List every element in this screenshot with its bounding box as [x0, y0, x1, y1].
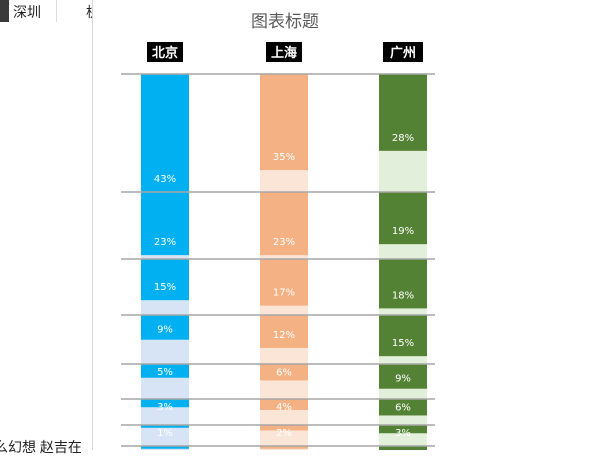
data-label: 19% — [392, 226, 414, 237]
data-label: 35% — [273, 152, 295, 163]
row-header-marker[interactable] — [0, 0, 9, 22]
bar-segment — [141, 192, 189, 256]
data-label: 43% — [154, 174, 176, 185]
data-label: 12% — [273, 330, 295, 341]
data-label: 6% — [276, 368, 292, 379]
bar-segment — [141, 259, 189, 301]
bar-segment — [260, 192, 308, 256]
data-label: 18% — [392, 290, 414, 301]
bar-segment — [260, 446, 308, 449]
data-label: 9% — [395, 373, 411, 384]
cell-bottom-text[interactable]: 么幻想 赵吉在 — [0, 439, 82, 455]
bar-segment — [260, 259, 308, 306]
bar-segment — [260, 315, 308, 348]
empty-sheet-area — [477, 0, 611, 450]
spreadsheet-strip: 深圳 杭 么幻想 赵吉在 — [0, 0, 100, 455]
column-divider — [56, 0, 57, 22]
data-label: 17% — [273, 288, 295, 299]
chart-canvas: 图表标题北京上海广州43%23%15%9%5%3%1%1%35%23%17%12… — [121, 12, 435, 450]
bar-segment — [260, 74, 308, 171]
data-label: 23% — [273, 237, 295, 248]
category-label: 广州 — [390, 45, 416, 61]
bar-segment — [379, 364, 427, 389]
bar-background — [141, 425, 189, 446]
bar-segment — [379, 399, 427, 416]
bar-segment — [260, 425, 308, 431]
bar-segment — [141, 425, 189, 428]
bar-segment — [141, 74, 189, 192]
data-label: 23% — [154, 237, 176, 248]
chart-area[interactable]: 图表标题北京上海广州43%23%15%9%5%3%1%1%35%23%17%12… — [92, 0, 478, 450]
bar-segment — [260, 364, 308, 381]
data-label: 9% — [157, 324, 173, 335]
data-label: 2% — [276, 428, 292, 439]
data-label: 15% — [392, 338, 414, 349]
bar-segment — [141, 315, 189, 340]
bar-segment — [141, 399, 189, 408]
bar-segment — [141, 446, 189, 449]
data-label: 4% — [276, 402, 292, 413]
data-label: 3% — [395, 428, 411, 439]
category-header-bg — [266, 42, 302, 62]
data-label: 6% — [395, 403, 411, 414]
category-label: 上海 — [271, 45, 297, 61]
bar-segment — [379, 315, 427, 357]
data-label: 5% — [157, 367, 173, 378]
bar-segment — [379, 425, 427, 434]
data-label: 3% — [157, 402, 173, 413]
bar-segment — [379, 446, 427, 450]
bar-segment — [141, 364, 189, 378]
data-label: 15% — [154, 282, 176, 293]
bar-segment — [379, 74, 427, 151]
category-label: 北京 — [152, 45, 178, 61]
chart-title: 图表标题 — [251, 12, 319, 32]
bar-segment — [379, 259, 427, 309]
cell-city-name[interactable]: 深圳 — [13, 4, 41, 20]
category-header-bg — [383, 42, 423, 62]
data-label: 1% — [157, 428, 173, 439]
bar-segment — [379, 192, 427, 245]
bar-segment — [260, 399, 308, 410]
data-label: 28% — [392, 133, 414, 144]
category-header-bg — [147, 42, 183, 62]
